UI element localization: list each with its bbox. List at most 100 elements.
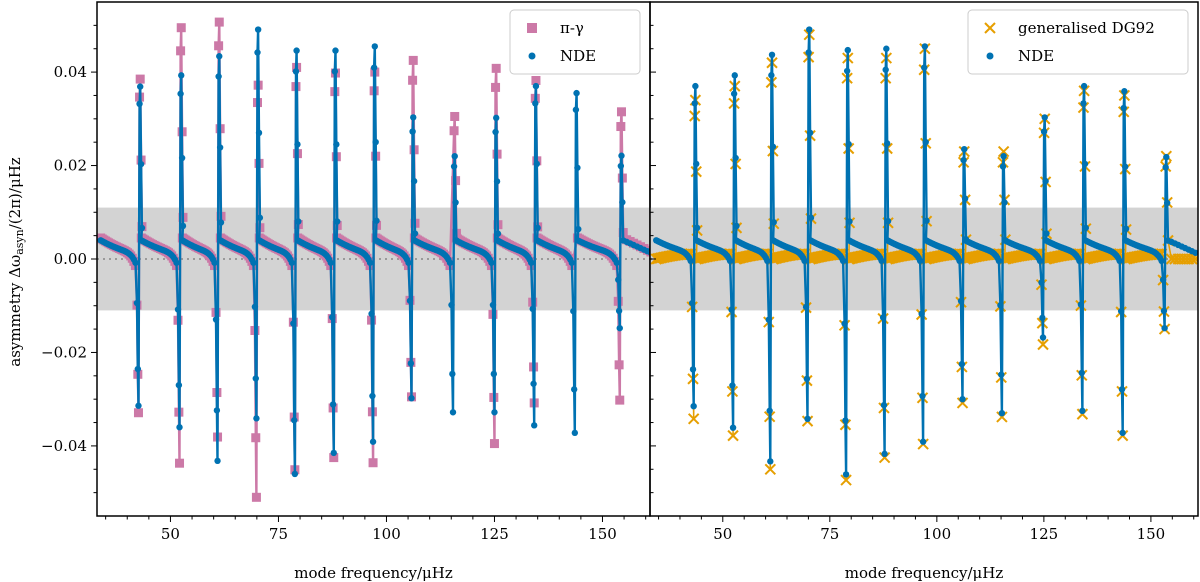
data-point (617, 162, 625, 170)
legend-label: NDE (1018, 47, 1054, 65)
data-point (1162, 164, 1169, 171)
data-point (410, 177, 418, 185)
data-point (251, 492, 261, 502)
data-point (450, 163, 458, 170)
data-point (1036, 257, 1044, 265)
y-tick-label: −0.04 (41, 437, 87, 455)
data-point (370, 64, 378, 71)
x-tick-label: 75 (269, 525, 288, 543)
x-tick-label: 150 (1137, 525, 1166, 543)
data-point (616, 107, 626, 117)
data-point (291, 417, 298, 424)
data-point (1122, 225, 1130, 233)
data-point (882, 66, 889, 73)
data-point (918, 310, 925, 318)
data-point (1040, 128, 1048, 135)
data-point (288, 259, 296, 266)
data-point (806, 26, 813, 33)
data-point (693, 224, 701, 232)
data-point (693, 160, 700, 168)
data-point (408, 395, 415, 402)
series-nde (653, 26, 1198, 478)
data-point (411, 230, 419, 237)
data-point (490, 370, 498, 378)
data-point (956, 397, 969, 409)
data-point (1077, 301, 1085, 308)
data-point (529, 305, 536, 313)
data-point (1120, 104, 1127, 112)
data-point (175, 381, 183, 389)
right-panel: 50 75 100 125 150 mode frequency/μHz generalis… (649, 1, 1199, 582)
data-point (173, 259, 180, 266)
data-point (1000, 153, 1007, 160)
data-point (252, 375, 259, 382)
data-point (803, 375, 811, 383)
data-point (845, 140, 852, 148)
data-point (802, 303, 810, 311)
x-tick-label: 50 (161, 525, 180, 543)
data-point (839, 257, 847, 265)
data-point (688, 299, 696, 307)
x-tick-label: 125 (480, 525, 509, 543)
data-point (1122, 163, 1129, 170)
data-point (1041, 114, 1048, 121)
data-point (765, 316, 773, 323)
data-point (998, 371, 1005, 378)
data-point (251, 303, 259, 311)
data-point (491, 63, 501, 73)
data-point (923, 217, 930, 224)
data-point (764, 257, 771, 265)
legend-marker-square (527, 23, 537, 33)
data-point (532, 82, 540, 90)
legend-label: π-γ (560, 19, 584, 37)
y-tick-label: 0.04 (54, 63, 87, 81)
data-point (176, 424, 183, 431)
x-axis-label: mode frequency/μHz (294, 564, 453, 582)
data-point (960, 156, 967, 164)
data-point (327, 259, 334, 266)
data-point (881, 450, 888, 458)
data-point (251, 433, 261, 443)
data-point (214, 457, 221, 465)
data-point (1161, 324, 1168, 332)
legend-marker-x (984, 22, 996, 34)
data-point (880, 401, 888, 409)
data-point (687, 257, 694, 265)
data-point (373, 217, 380, 224)
data-point (450, 111, 460, 121)
data-point (1158, 257, 1165, 265)
data-point (137, 83, 144, 90)
x-tick-label: 100 (372, 525, 401, 543)
data-point (801, 257, 808, 265)
data-point (956, 257, 963, 265)
data-point (766, 407, 773, 414)
data-point (214, 17, 224, 27)
data-point (999, 163, 1007, 170)
data-point (1159, 276, 1167, 283)
data-point (212, 316, 220, 323)
data-point (407, 360, 415, 367)
data-point (1082, 224, 1090, 232)
data-point (371, 43, 378, 50)
data-point (1076, 257, 1083, 265)
x-tick-label: 50 (713, 525, 732, 543)
data-point (575, 225, 582, 233)
data-point (532, 100, 539, 107)
legend: generalised DG92 NDE (967, 9, 1189, 75)
data-point (136, 100, 143, 108)
data-point (1080, 82, 1088, 90)
data-point (573, 89, 580, 97)
data-point (534, 224, 541, 232)
data-point (616, 324, 623, 332)
data-point (958, 360, 966, 368)
data-point (489, 301, 497, 309)
data-point (178, 154, 186, 162)
data-point (1039, 334, 1047, 341)
data-point (568, 259, 576, 266)
data-point (216, 144, 224, 151)
data-point (961, 195, 969, 202)
data-point (293, 47, 300, 54)
data-point (1163, 199, 1171, 207)
data-point (1117, 307, 1125, 315)
data-point (178, 72, 185, 79)
